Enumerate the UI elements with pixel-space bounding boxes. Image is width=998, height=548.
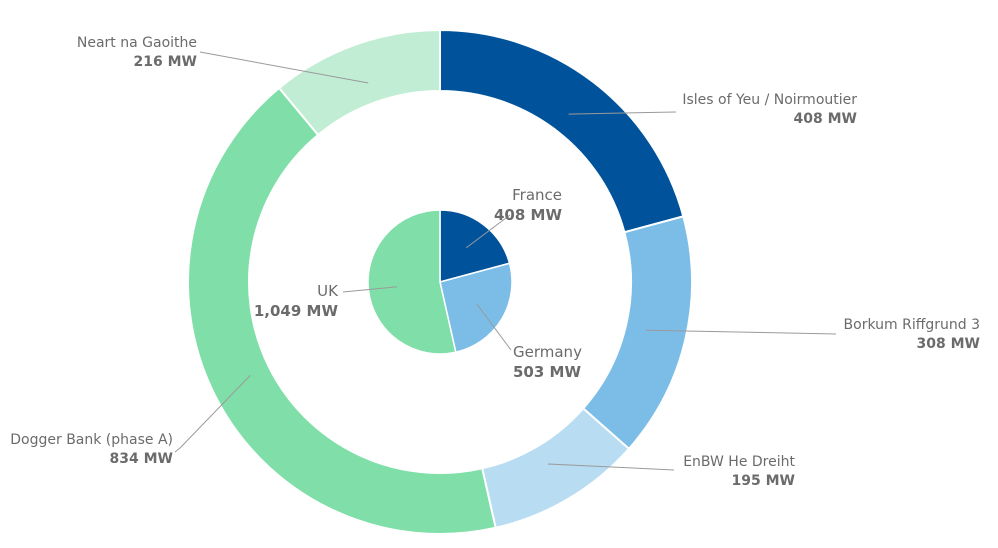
- slice-value-enbw: 195 MW: [732, 473, 795, 489]
- slice-label-germany: Germany: [513, 343, 582, 361]
- slice-value-borkum: 308 MW: [917, 336, 980, 352]
- leader-neart-na-gaoithe: [199, 51, 369, 84]
- slice-value-france: 408 MW: [494, 206, 562, 224]
- slice-value-isles-of-yeu: 408 MW: [794, 111, 857, 127]
- leader-isles-of-yeu-noirmoutier: [568, 111, 677, 115]
- outer-slice-borkum-riffgrund-3: [581, 215, 693, 451]
- leader-lines: [174, 51, 837, 471]
- slice-value-germany: 503 MW: [513, 363, 581, 381]
- outer-slice-dogger-bank-phase-a: [187, 86, 497, 535]
- slice-label-neart-na-gaoithe: Neart na Gaoithe: [77, 35, 197, 51]
- slice-label-isles-of-yeu: Isles of Yeu / Noirmoutier: [682, 92, 857, 108]
- slice-label-france: France: [512, 186, 562, 204]
- leader-germany: [476, 304, 512, 351]
- leader-dogger-bank-phase-a: [174, 375, 251, 453]
- leader-france: [465, 214, 511, 249]
- slice-label-borkum: Borkum Riffgrund 3: [844, 317, 980, 333]
- leader-enbw-he-dreiht: [547, 463, 675, 471]
- slice-label-enbw: EnBW He Dreiht: [683, 454, 795, 470]
- leader-borkum-riffgrund-3: [645, 329, 837, 335]
- inner-slice-germany: [439, 262, 513, 354]
- slice-value-uk: 1,049 MW: [254, 302, 339, 320]
- inner-slice-france: [439, 209, 511, 283]
- slice-value-dogger-bank: 834 MW: [110, 451, 173, 467]
- outer-slice-neart-na-gaoithe: [277, 28, 441, 137]
- slice-label-dogger-bank: Dogger Bank (phase A): [10, 432, 173, 448]
- inner-pie: [367, 209, 513, 355]
- slice-value-neart-na-gaoithe: 216 MW: [134, 54, 197, 70]
- slice-label-uk: UK: [317, 282, 339, 300]
- outer-ring: [187, 28, 693, 535]
- leader-uk: [342, 286, 398, 293]
